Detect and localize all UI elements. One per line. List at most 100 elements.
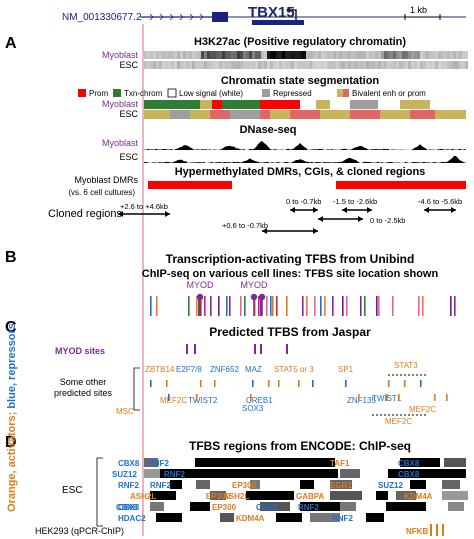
h3k27ac-myoblast-cell [300,51,303,59]
legend-separator: ; [6,409,18,416]
h3k27ac-esc-cell [357,61,360,69]
encode-tf-label: RNF2 [118,481,139,490]
panel-a-letter: A [5,35,17,52]
h3k27ac-esc-cell [402,61,405,69]
h3k27ac-myoblast-cell [318,51,321,59]
h3k27ac-esc-cell [366,61,369,69]
h3k27ac-myoblast-cell [444,51,447,59]
encode-peak-bar [144,469,164,478]
unibind-site-tick [226,296,228,316]
h3k27ac-myoblast-cell [258,51,261,59]
h3k27ac-myoblast-cell [384,51,387,59]
h3k27ac-myoblast-cell [219,51,222,59]
chromatin-legend: Prom Txn-chrom Low signal (white) Repres… [78,88,426,98]
h3k27ac-esc-cell [273,61,276,69]
h3k27ac-myoblast-cell [321,51,324,59]
myod-site-dot [258,293,266,301]
h3k27ac-esc-cell [240,61,243,69]
h3k27ac-esc-cell [264,61,267,69]
h3k27ac-esc-cell [258,61,261,69]
jaspar-site-tick [398,394,400,401]
h3k27ac-esc-cell [213,61,216,69]
h3k27ac-myoblast-cell [294,51,297,59]
h3k27ac-myoblast-cell [216,51,219,59]
h3k27ac-esc-cell [318,61,321,69]
encode-tf-label: CBX8 [116,503,138,512]
encode-tf-label: CBX8 [256,503,278,512]
unibind-site-tick [266,296,268,316]
h3k27ac-esc-cell [231,61,234,69]
h3k27ac-myoblast-cell [315,51,318,59]
chromatin-myoblast-segment [330,100,350,109]
nfkb-site-tick [430,524,432,536]
legend-swatch-bivalent-b [343,89,349,97]
legend-swatch-low [167,88,177,98]
h3k27ac-myoblast-cell [252,51,255,59]
h3k27ac-myoblast-cell [360,51,363,59]
h3k27ac-myoblast-cell [336,51,339,59]
dnase-row-myoblast: Myoblast [102,138,139,148]
encode-peak-bar [150,491,176,500]
h3k27ac-esc-cell [276,61,279,69]
h3k27ac-myoblast-cell [177,51,180,59]
cloned-label-3: -4.6 to -5.6kb [418,197,462,206]
encode-tf-label: SUZ12 [112,470,137,479]
h3k27ac-esc-cell [438,61,441,69]
unibind-site-tick [270,296,272,316]
h3k27ac-myoblast-cell [306,51,309,59]
h3k27ac-esc-cell [390,61,393,69]
jaspar-site-label: MSC [116,407,134,416]
esc-bracket [96,457,103,527]
dmr-row-sublabel: (vs. 6 cell cultures) [68,188,135,197]
h3k27ac-esc-cell [144,61,147,69]
h3k27ac-myoblast-cell [402,51,405,59]
encode-peak-bar [410,480,426,489]
legend-swatch-bivalent-a [337,89,343,97]
h3k27ac-myoblast-cell [267,51,270,59]
h3k27ac-esc-cell [339,61,342,69]
dnase-title: DNase-seq [240,124,297,136]
other-sites-bracket [133,367,140,411]
h3k27ac-esc-cell [384,61,387,69]
jaspar-site-tick [388,380,390,387]
chromatin-esc-segment [350,110,380,119]
jaspar-site-tick [278,380,280,387]
h3k27ac-myoblast-cell [405,51,408,59]
dnase-row-esc: ESC [119,152,138,162]
encode-peak-bar [330,480,352,489]
chromatin-esc-segment [380,110,410,119]
unibind-site-tick [229,296,231,316]
unibind-site-tick [306,296,308,316]
chromatin-myoblast-segment [144,100,200,109]
unibind-site-tick [218,296,220,316]
unibind-site-tick [198,296,200,316]
unibind-site-tick [332,296,334,316]
jaspar-site-tick [446,394,448,401]
h3k27ac-myoblast-cell [465,51,468,59]
encode-tf-label: EP300 [206,492,231,501]
encode-tf-label: GABPA [296,492,325,501]
h3k27ac-esc-cell [228,61,231,69]
encode-tf-label: EP300 [212,503,237,512]
encode-peak-bar [210,491,226,500]
h3k27ac-esc-cell [375,61,378,69]
h3k27ac-myoblast-cell [378,51,381,59]
h3k27ac-myoblast-cell [408,51,411,59]
encode-peak-bar [220,513,234,522]
h3k27ac-myoblast-cell [351,51,354,59]
encode-peak-bar [386,502,426,511]
h3k27ac-myoblast-cell [282,51,285,59]
h3k27ac-myoblast-cell [303,51,306,59]
jaspar-site-tick [150,380,152,387]
h3k27ac-myoblast-cell [372,51,375,59]
chromatin-myoblast-segment [222,100,260,109]
encode-tf-labels: CBX8 SUZ12 RNF2 RNF2 TAF1 CBX8 RNF2 CBX3 EP300 EG… [112,459,433,536]
h3k27ac-esc-cell [456,61,459,69]
unibind-site-tick [210,296,212,316]
h3k27ac-esc-cell [465,61,468,69]
legend-swatch-prom [78,89,86,97]
legend-label-bivalent: Bivalent enh or prom [352,89,426,98]
h3k27ac-esc-cell [201,61,204,69]
dmr-bar-right [336,181,466,189]
h3k27ac-myoblast-track [144,51,468,59]
